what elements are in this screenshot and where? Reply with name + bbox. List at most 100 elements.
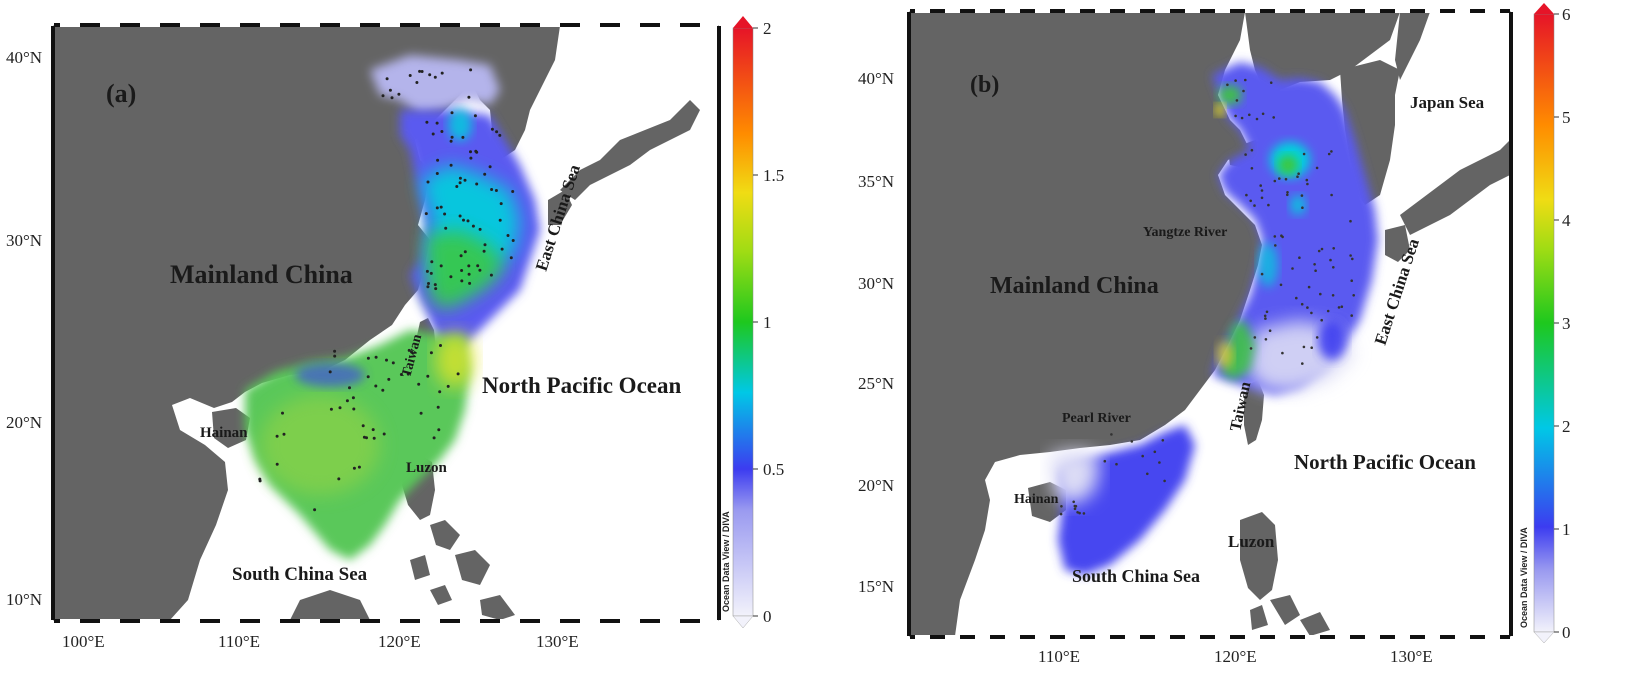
station-dot	[498, 133, 502, 137]
station-dot	[1060, 505, 1063, 508]
station-dot	[1234, 79, 1237, 82]
station-dot	[1317, 249, 1321, 253]
panel-b-label: (b)	[970, 72, 999, 98]
station-dot	[345, 399, 349, 403]
station-dot	[1301, 362, 1304, 365]
panel-a-japan-south	[548, 190, 572, 225]
colorbar-tick: 4	[1562, 211, 1571, 230]
panel-a: (a) Mainland China North Pacific Ocean E…	[6, 16, 784, 651]
station-dot	[1115, 462, 1118, 466]
station-dot	[1249, 199, 1252, 203]
station-dot	[1332, 266, 1335, 269]
panel-a-scs-label: South China Sea	[232, 564, 368, 585]
station-dot	[469, 150, 472, 154]
station-dot	[450, 135, 454, 139]
station-dot	[337, 477, 341, 481]
station-dot	[1306, 306, 1309, 309]
panel-a-field	[245, 55, 540, 560]
station-dot	[1249, 347, 1253, 350]
station-dot	[425, 120, 429, 124]
station-dot	[432, 436, 436, 440]
station-dot	[473, 114, 477, 118]
station-dot	[1313, 263, 1316, 266]
colorbar-tick: 0	[763, 607, 772, 626]
station-dot	[1263, 314, 1267, 318]
station-dot	[1259, 184, 1262, 187]
station-dot	[425, 269, 429, 273]
station-dot	[258, 477, 262, 481]
station-dot	[1264, 338, 1268, 341]
station-dot	[1327, 152, 1331, 156]
station-dot	[1291, 267, 1294, 270]
station-dot	[1319, 292, 1322, 296]
station-dot	[1284, 177, 1288, 181]
panel-b-yangtze-label: Yangtze River	[1143, 225, 1227, 240]
station-dot	[438, 390, 442, 394]
station-dot	[408, 74, 412, 77]
lon-tick: 100°E	[62, 632, 105, 651]
colorbar-tick: 0	[1562, 623, 1571, 642]
panel-b-kyushu	[1385, 225, 1410, 262]
lat-tick: 25°N	[858, 374, 894, 393]
station-dot	[458, 176, 462, 180]
station-dot	[1281, 351, 1284, 355]
station-dot	[458, 181, 462, 185]
panel-b-luzon-label: Luzon	[1228, 532, 1275, 551]
panel-a-hainan-label: Hainan	[200, 425, 248, 441]
station-dot	[1315, 166, 1319, 170]
station-dot	[1103, 459, 1107, 463]
station-dot	[387, 377, 391, 381]
station-dot	[352, 466, 356, 470]
station-dot	[437, 428, 441, 432]
station-dot	[1248, 113, 1251, 117]
panel-a-mainland-label: Mainland China	[170, 260, 353, 289]
lat-tick: 40°N	[6, 48, 42, 67]
station-dot	[1059, 512, 1063, 516]
station-dot	[1351, 257, 1354, 261]
station-dot	[275, 434, 279, 438]
station-dot	[406, 372, 410, 376]
colorbar-tick: 2	[763, 19, 772, 38]
station-dot	[1320, 318, 1323, 322]
station-dot	[429, 271, 433, 275]
station-dot	[500, 247, 504, 251]
station-dot	[410, 350, 413, 354]
station-dot	[499, 202, 503, 206]
panel-b-japan-honshu	[1400, 140, 1510, 235]
panel-b-japan	[1395, 12, 1430, 80]
station-dot	[1073, 507, 1077, 511]
station-dot	[462, 218, 465, 222]
station-dot	[329, 407, 333, 411]
station-dot	[467, 272, 471, 276]
station-dot	[463, 250, 467, 254]
station-dot	[434, 287, 438, 291]
station-dot	[511, 239, 515, 242]
station-dot	[1226, 83, 1229, 87]
station-dot	[498, 218, 502, 222]
station-dot	[1245, 193, 1248, 197]
station-dot	[399, 373, 403, 376]
station-dot	[467, 95, 471, 99]
colorbar-min-arrow	[732, 615, 754, 629]
colorbar-min-arrow	[1533, 631, 1555, 644]
station-dot	[433, 283, 437, 287]
station-dot	[482, 249, 486, 253]
station-dot	[419, 411, 423, 415]
station-dot	[1350, 314, 1353, 317]
station-dot	[467, 264, 471, 268]
station-dot	[469, 68, 473, 72]
panel-a-label: (a)	[106, 79, 136, 108]
panel-b-watermark: Ocean Data View / DIVA	[1519, 527, 1529, 628]
panel-b-ocean-label: North Pacific Ocean	[1294, 450, 1476, 474]
station-dot	[1260, 272, 1264, 276]
station-dot	[1326, 309, 1330, 313]
station-dot	[381, 388, 385, 392]
lon-tick: 110°E	[1038, 647, 1080, 666]
station-dot	[1078, 511, 1081, 515]
station-dot	[460, 279, 464, 283]
station-dot	[1307, 285, 1311, 289]
station-dot	[1272, 116, 1275, 119]
panel-b-hainan-label: Hainan	[1014, 492, 1059, 507]
station-dot	[418, 69, 422, 73]
